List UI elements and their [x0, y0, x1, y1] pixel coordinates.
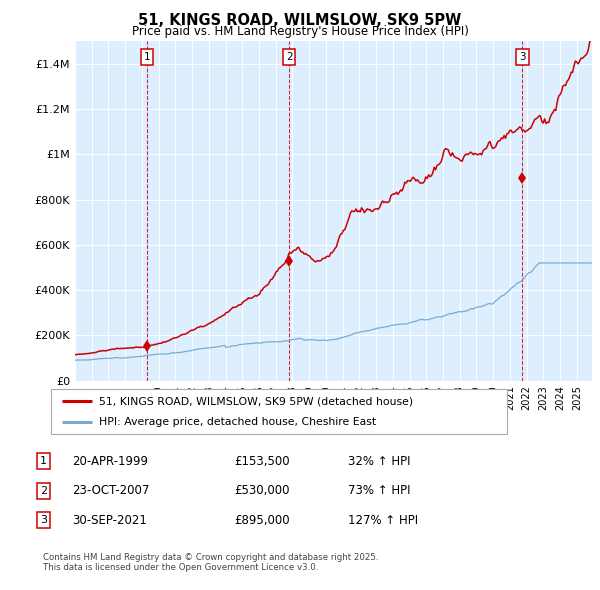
Text: Price paid vs. HM Land Registry's House Price Index (HPI): Price paid vs. HM Land Registry's House …	[131, 25, 469, 38]
Text: 1: 1	[143, 52, 150, 62]
Text: HPI: Average price, detached house, Cheshire East: HPI: Average price, detached house, Ches…	[99, 417, 376, 427]
FancyBboxPatch shape	[51, 389, 507, 434]
Text: 32% ↑ HPI: 32% ↑ HPI	[348, 455, 410, 468]
Text: 2: 2	[286, 52, 292, 62]
Text: 2: 2	[40, 486, 47, 496]
Text: 51, KINGS ROAD, WILMSLOW, SK9 5PW (detached house): 51, KINGS ROAD, WILMSLOW, SK9 5PW (detac…	[99, 396, 413, 407]
Text: 3: 3	[519, 52, 526, 62]
Text: £895,000: £895,000	[234, 514, 290, 527]
Text: 1: 1	[40, 457, 47, 466]
Text: £530,000: £530,000	[234, 484, 290, 497]
Text: 20-APR-1999: 20-APR-1999	[72, 455, 148, 468]
Text: This data is licensed under the Open Government Licence v3.0.: This data is licensed under the Open Gov…	[43, 563, 319, 572]
Text: 3: 3	[40, 516, 47, 525]
Text: 23-OCT-2007: 23-OCT-2007	[72, 484, 149, 497]
Text: 73% ↑ HPI: 73% ↑ HPI	[348, 484, 410, 497]
Text: Contains HM Land Registry data © Crown copyright and database right 2025.: Contains HM Land Registry data © Crown c…	[43, 553, 379, 562]
Text: 30-SEP-2021: 30-SEP-2021	[72, 514, 147, 527]
Text: £153,500: £153,500	[234, 455, 290, 468]
Text: 51, KINGS ROAD, WILMSLOW, SK9 5PW: 51, KINGS ROAD, WILMSLOW, SK9 5PW	[139, 13, 461, 28]
Text: 127% ↑ HPI: 127% ↑ HPI	[348, 514, 418, 527]
